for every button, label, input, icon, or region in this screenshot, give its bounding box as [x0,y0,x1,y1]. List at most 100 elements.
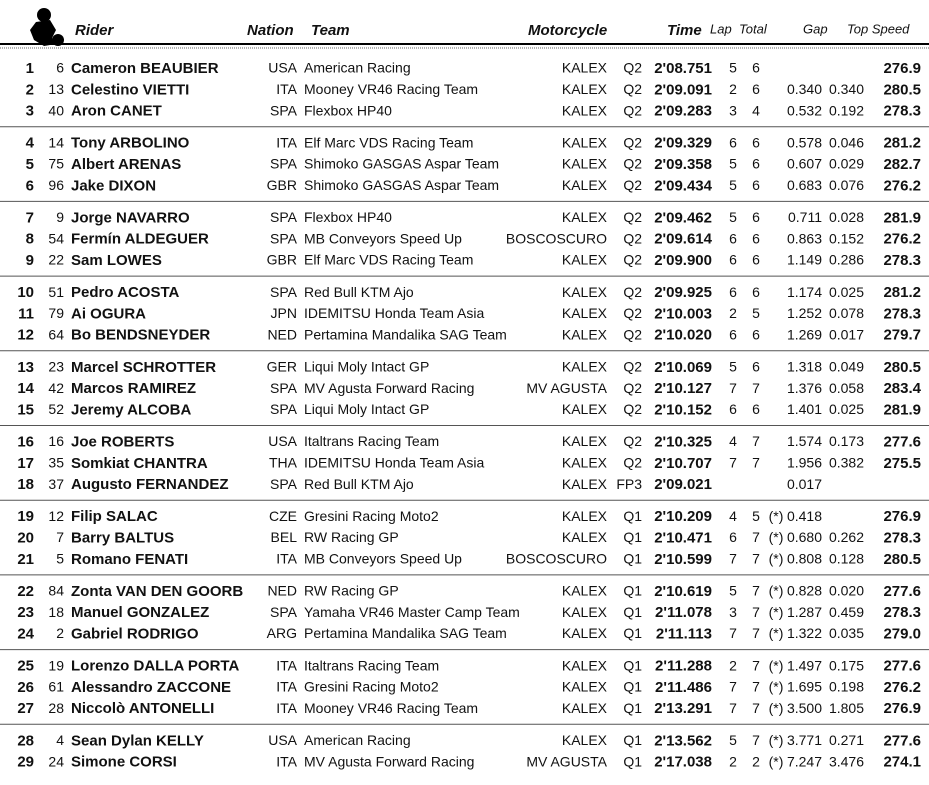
cell-time: 2'09.900 [654,252,712,269]
cell-lap: 7 [729,380,737,396]
cell-nation: SPA [270,401,298,417]
cell-rider: Sean Dylan KELLY [71,732,204,749]
cell-moto: KALEX [562,401,608,417]
cell-nation: BEL [271,529,298,545]
cell-moto: KALEX [562,508,608,524]
cell-rider: Romano FENATI [71,551,188,568]
cell-speed: 277.6 [883,732,921,749]
cell-speed: 278.3 [883,529,921,546]
cell-total: 6 [752,252,760,268]
cell-rider: Aron CANET [71,103,162,120]
header-top-speed: Top Speed [847,21,910,36]
cell-team: Italtrans Racing Team [304,433,439,449]
cell-num: 4 [56,732,64,748]
cell-num: 6 [56,60,64,76]
cell-pos: 18 [17,476,34,493]
cell-num: 64 [48,326,64,342]
cell-num: 13 [48,81,64,97]
cell-rider: Marcel SCHROTTER [71,359,216,376]
header-nation: Nation [247,22,294,39]
cell-gap: 0.017 [787,476,822,492]
cell-num: 37 [48,476,64,492]
cell-num: 54 [48,230,64,246]
cell-pos: 26 [17,679,34,696]
cell-total: 6 [752,134,760,150]
cell-lap: 5 [729,583,737,599]
cell-rider: Alessandro ZACCONE [71,679,231,696]
cell-nation: SPA [270,476,298,492]
cell-nation: ARG [267,625,297,641]
cell-lap: 6 [729,252,737,268]
cell-pos: 13 [17,359,34,376]
cell-rider: Zonta VAN DEN GOORB [71,583,243,600]
cell-rider: Pedro ACOSTA [71,284,180,301]
cell-nation: ITA [276,679,297,695]
cell-pos: 15 [17,401,34,418]
cell-session: Q1 [623,551,642,567]
cell-gap: 1.269 [787,326,822,342]
cell-diff: 3.476 [829,753,864,769]
cell-speed: 279.0 [883,625,921,642]
cell-team: RW Racing GP [304,583,399,599]
cell-gap: 1.174 [787,284,822,300]
cell-rider: Bo BENDSNEYDER [71,327,210,344]
cell-speed: 278.3 [883,103,921,120]
cell-diff: 0.152 [829,230,864,246]
cell-diff: 0.286 [829,252,864,268]
cell-diff: 0.192 [829,102,864,118]
cell-total: 7 [752,604,760,620]
cell-session: Q1 [623,700,642,716]
cell-nation: GER [267,359,297,375]
cell-pos: 9 [26,252,34,269]
cell-team: Gresini Racing Moto2 [304,508,439,524]
cell-moto: KALEX [562,177,608,193]
cell-gap: 0.578 [787,134,822,150]
cell-time: 2'13.291 [654,700,712,717]
cell-rider: Cameron BEAUBIER [71,60,219,77]
header-lap: Lap [710,21,732,36]
cell-lap: 5 [729,156,737,172]
cell-diff: 0.128 [829,551,864,567]
cell-lap: 2 [729,657,737,673]
cell-diff: 0.340 [829,81,864,97]
cell-team: Gresini Racing Moto2 [304,679,439,695]
cell-total: 6 [752,230,760,246]
cell-speed: 277.6 [883,658,921,675]
cell-moto: KALEX [562,134,608,150]
cell-moto: KALEX [562,732,608,748]
cell-rider: Jorge NAVARRO [71,209,190,226]
cell-pos: 21 [17,551,34,568]
cell-diff: 0.049 [829,359,864,375]
cell-session: Q1 [623,529,642,545]
cell-gap: 7.247 [787,753,822,769]
cell-speed: 280.5 [883,359,921,376]
cell-num: 42 [48,380,64,396]
cell-num: 18 [48,604,64,620]
cell-gap: 0.711 [788,209,822,225]
cell-pos: 28 [17,732,34,749]
cell-total: 7 [752,657,760,673]
cell-lap: 6 [729,326,737,342]
cell-session: Q2 [623,60,642,76]
cell-nation: SPA [270,102,298,118]
cell-nation: SPA [270,284,298,300]
cell-nation: SPA [270,380,298,396]
cell-num: 75 [48,156,64,172]
cell-team: MB Conveyors Speed Up [304,551,462,567]
cell-time: 2'08.751 [654,60,712,77]
cell-gap: 0.607 [787,156,822,172]
cell-nation: THA [269,455,298,471]
cell-num: 28 [48,700,64,716]
cell-time: 2'09.614 [654,231,712,248]
header-time: Time [667,22,702,39]
cell-diff: 0.028 [829,209,864,225]
cell-speed: 280.5 [883,81,921,98]
cell-lap: 6 [729,529,737,545]
cell-total: 6 [752,401,760,417]
cell-nation: GBR [267,252,297,268]
cell-speed: 276.2 [883,231,921,248]
cell-pos: 25 [17,658,34,675]
cell-flag: (*) [769,508,784,524]
cell-diff: 0.020 [829,583,864,599]
cell-lap: 2 [729,81,737,97]
